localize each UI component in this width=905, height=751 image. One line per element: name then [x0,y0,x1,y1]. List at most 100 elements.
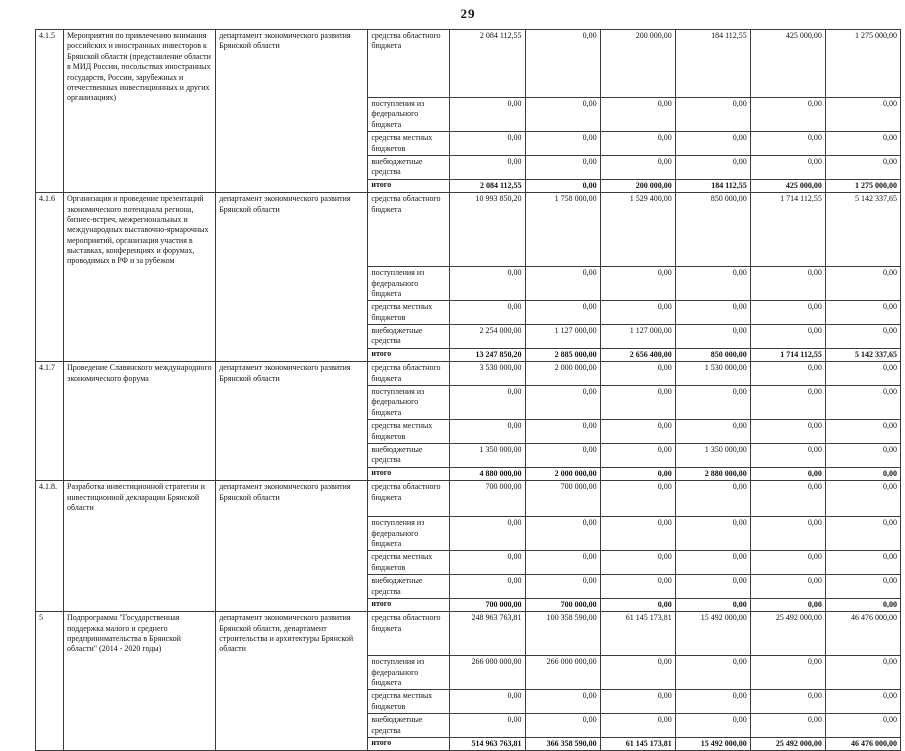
value-cell: 0,00 [599,385,676,421]
value-cell: 0,00 [449,713,526,739]
value-cell: 0,00 [599,550,676,576]
value-cell: 700 000,00 [524,597,601,613]
value-cell: 2 000 000,00 [524,466,601,482]
funding-source: внебюджетные средства [367,574,451,599]
budget-table: 4.1.5 Мероприятия по привлечению внимания… [34,28,902,751]
program-name: Мероприятия по привлечению внимания росс… [63,28,217,194]
funding-source: итого [367,597,451,613]
value-cell: 15 492 000,00 [674,611,751,657]
value-cell: 0,00 [524,266,601,302]
value-cell: 200 000,00 [599,178,676,194]
scanned-document-page: 29 4.1.5 Мероприятия по привлечению внима… [34,6,902,751]
value-cell: 514 963 763,81 [449,737,526,751]
value-cell: 100 358 590,00 [524,611,601,657]
value-cell: 0,00 [749,466,826,482]
value-cell: 0,00 [824,131,902,156]
value-cell: 0,00 [524,516,601,552]
program-name: Проведение Славянского международного эк… [63,361,217,482]
value-cell: 0,00 [449,154,526,180]
value-cell: 2 254 000,00 [449,324,526,349]
funding-row: поступления из федерального бюджета 0,00 0… [36,385,902,421]
value-cell: 61 145 173,81 [599,737,676,751]
row-number: 4.1.6 [34,192,65,363]
value-cell: 1 127 000,00 [524,324,601,349]
value-cell: 0,00 [824,466,902,482]
value-cell: 0,00 [824,419,902,444]
value-cell: 0,00 [524,29,601,98]
value-cell: 0,00 [749,516,826,552]
value-cell: 425 000,00 [749,29,826,98]
funding-row: 5 Подпрограмма "Государственная поддержка… [34,611,902,751]
value-cell: 366 358 590,00 [524,737,601,751]
value-cell: 1 275 000,00 [824,29,902,98]
funding-source: итого [367,347,451,363]
value-cell: 2 000 000,00 [524,361,601,387]
row-number: 4.1.5 [34,28,65,194]
funding-source: средства областного бюджета [367,361,451,387]
value-cell: 0,00 [524,713,601,739]
value-cell: 0,00 [449,516,526,552]
value-cell: 0,00 [824,442,902,468]
value-cell: 0,00 [674,689,751,715]
value-cell: 0,00 [524,689,601,715]
value-cell: 0,00 [449,266,526,302]
value-cell: 0,00 [599,361,676,387]
funding-source: внебюджетные средства [367,154,451,180]
value-cell: 0,00 [674,574,751,599]
funding-source: средства местных бюджетов [367,131,451,156]
value-cell: 1 127 000,00 [599,324,676,349]
value-cell: 0,00 [749,419,826,444]
value-cell: 25 492 000,00 [749,611,826,657]
value-cell: 1 350 000,00 [449,442,526,468]
value-cell: 1 529 400,00 [599,192,676,268]
funding-source: средства областного бюджета [367,611,451,657]
value-cell: 2 885 000,00 [524,347,601,363]
value-cell: 0,00 [674,419,751,444]
value-cell: 0,00 [749,480,826,518]
funding-row: внебюджетные средства 0,00 0,00 0,00 0,00 0,0… [36,154,902,180]
value-cell: 0,00 [524,550,601,576]
value-cell: 1 714 112,55 [749,192,826,268]
value-cell: 0,00 [599,96,676,133]
value-cell: 1 758 000,00 [524,192,601,268]
funding-row: средства местных бюджетов 0,00 0,00 0,00 0,0… [36,300,902,326]
value-cell: 0,00 [824,324,902,349]
value-cell: 0,00 [749,324,826,349]
value-cell: 0,00 [749,131,826,156]
value-cell: 0,00 [524,574,601,599]
value-cell: 2 656 400,00 [599,347,676,363]
value-cell: 46 476 000,00 [824,737,902,751]
program-name: Подпрограмма "Государственная поддержка … [63,611,217,751]
value-cell: 0,00 [749,689,826,715]
value-cell: 0,00 [749,300,826,326]
value-cell: 0,00 [674,154,751,180]
value-cell: 0,00 [599,713,676,739]
value-cell: 0,00 [674,300,751,326]
value-cell: 0,00 [599,442,676,468]
value-cell: 0,00 [824,154,902,180]
value-cell: 10 993 850,20 [449,192,526,268]
value-cell: 266 000 000,00 [524,655,601,691]
funding-source: внебюджетные средства [367,442,451,468]
value-cell: 0,00 [824,655,902,691]
value-cell: 0,00 [674,96,751,133]
value-cell: 0,00 [599,516,676,552]
value-cell: 0,00 [599,689,676,715]
funding-source: средства местных бюджетов [367,689,451,715]
value-cell: 0,00 [674,131,751,156]
value-cell: 700 000,00 [449,480,526,518]
value-cell: 0,00 [449,550,526,576]
value-cell: 0,00 [824,574,902,599]
value-cell: 61 145 173,81 [599,611,676,657]
funding-row: средства местных бюджетов 0,00 0,00 0,00 0,0… [36,419,902,444]
value-cell: 1 530 000,00 [674,361,751,387]
funding-source: итого [367,466,451,482]
value-cell: 0,00 [824,550,902,576]
funding-total-row: итого 13 247 850,20 2 885 000,00 2 656 400,… [36,347,902,363]
value-cell: 0,00 [749,266,826,302]
funding-row: 4.1.5 Мероприятия по привлечению внимания… [34,28,902,194]
page-number: 29 [460,6,476,21]
funding-row: 4.1.7 Проведение Славянского международно… [34,361,902,482]
value-cell: 0,00 [749,385,826,421]
funding-row: 4.1.8. Разработка инвестиционной стратеги… [34,480,902,613]
